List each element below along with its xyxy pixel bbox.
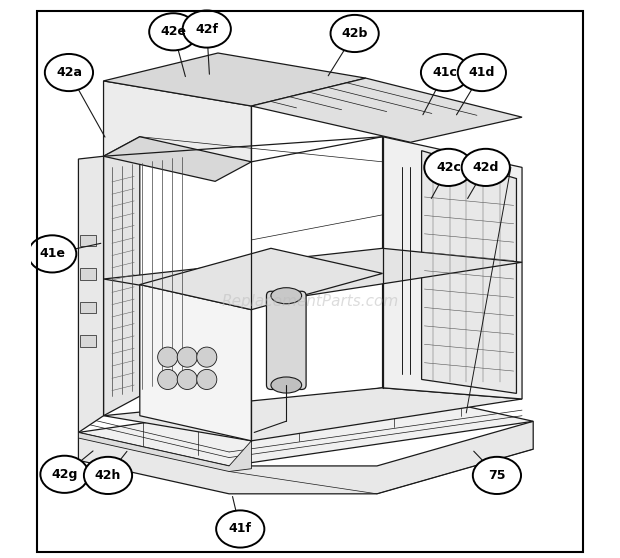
Ellipse shape [458,54,506,91]
Polygon shape [140,285,252,441]
Text: 41f: 41f [229,522,252,536]
Text: ReplacementParts.com: ReplacementParts.com [221,294,399,309]
Polygon shape [104,137,252,181]
Text: 42b: 42b [342,27,368,40]
Ellipse shape [216,511,264,547]
FancyBboxPatch shape [79,302,96,313]
Text: 42a: 42a [56,66,82,79]
Text: 42e: 42e [161,25,186,39]
Ellipse shape [473,457,521,494]
Circle shape [197,369,217,389]
Ellipse shape [271,288,301,304]
Polygon shape [104,53,366,106]
FancyBboxPatch shape [79,268,96,280]
Text: 41e: 41e [39,247,65,261]
Ellipse shape [330,15,379,52]
Circle shape [197,347,217,367]
Circle shape [157,369,178,389]
Polygon shape [140,248,383,310]
Ellipse shape [40,456,89,493]
Polygon shape [422,151,516,393]
FancyBboxPatch shape [267,291,306,389]
Polygon shape [252,78,522,142]
Ellipse shape [271,377,301,393]
Text: 42f: 42f [195,22,218,36]
Text: 42h: 42h [95,469,121,482]
Circle shape [157,347,178,367]
FancyBboxPatch shape [79,335,96,347]
Polygon shape [78,156,104,432]
Ellipse shape [462,149,510,186]
Ellipse shape [28,235,76,272]
Ellipse shape [149,13,197,50]
Text: 75: 75 [488,469,506,482]
Text: 41c: 41c [433,66,458,79]
Polygon shape [104,248,522,304]
Ellipse shape [84,457,132,494]
Polygon shape [78,421,533,494]
Polygon shape [78,388,533,466]
Polygon shape [104,137,140,416]
Ellipse shape [45,54,93,91]
Polygon shape [78,432,252,472]
Ellipse shape [421,54,469,91]
FancyBboxPatch shape [79,235,96,246]
Polygon shape [383,137,522,399]
Text: 41d: 41d [469,66,495,79]
Ellipse shape [183,11,231,47]
Polygon shape [104,81,252,162]
Text: 42c: 42c [436,161,461,174]
Circle shape [177,347,197,367]
Text: 42d: 42d [472,161,499,174]
Text: 42g: 42g [51,468,78,481]
Polygon shape [104,388,522,441]
Ellipse shape [424,149,472,186]
Circle shape [177,369,197,389]
